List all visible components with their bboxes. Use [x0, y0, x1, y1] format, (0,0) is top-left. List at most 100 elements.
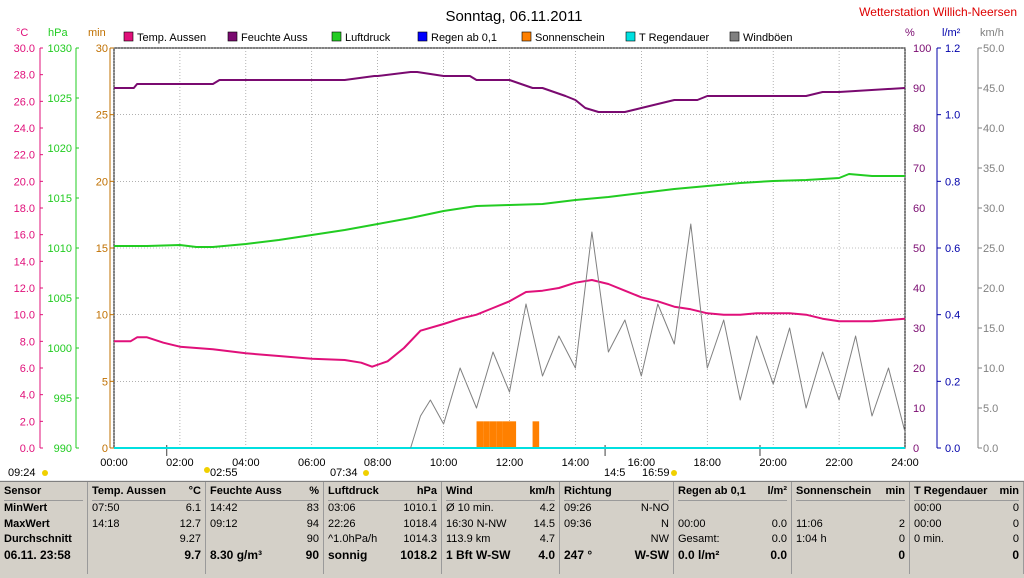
table-cell: NW: [650, 533, 669, 545]
table-cell: sonnig: [328, 547, 368, 562]
table-row: 1 Bft W-SW 4.0: [446, 548, 555, 564]
table-cell: 113.9 km: [446, 533, 491, 545]
table-cell: 1:04 h: [796, 533, 827, 545]
table-header-cell: Temp. Aussen: [92, 485, 166, 497]
table-header-cell: Regen ab 0,1: [678, 485, 746, 497]
table-cell: 247 °: [564, 547, 593, 562]
table-column: T Regendauer min 00:00 0 00:00 0 0 min. 0 0: [910, 482, 1024, 574]
table-column: Temp. Aussen °C 07:50 6.1 14:18 12.7 9.27 9.7: [88, 482, 206, 574]
legend-swatch: [521, 31, 532, 42]
axis-tick-humidity: 0: [913, 443, 919, 455]
axis-tick-temp: 28.0: [14, 70, 35, 82]
sun-unit-label: min: [88, 27, 106, 39]
table-row: 0: [914, 548, 1019, 564]
table-row: 8.30 g/m³ 90: [210, 548, 319, 564]
axis-tick-sun: 15: [96, 243, 108, 255]
legend-label: Luftdruck: [345, 32, 391, 44]
table-cell: Durchschnitt: [4, 533, 72, 545]
table-column: Richtung 09:26 N-NO 09:36 N NW 247 ° W-SW: [560, 482, 674, 574]
table-cell: MaxWert: [4, 517, 50, 530]
moon-icon: [204, 467, 210, 473]
sunshine-bar: [483, 421, 490, 448]
table-header: Richtung: [564, 482, 669, 501]
table-header: Regen ab 0,1 l/m²: [678, 482, 787, 501]
table-cell: 2: [898, 517, 905, 530]
axis-tick-rain: 0.4: [945, 310, 960, 322]
series-line-feuchte-auss: [114, 71, 906, 113]
weather-chart: 30.0 28.0 26.0 24.0 22.0 20.0 18.0 16.0 14.0 12.0…: [0, 0, 1024, 480]
table-cell: 90: [306, 533, 319, 545]
table-row: 9.27: [92, 532, 201, 548]
axis-tick-humidity: 50: [913, 243, 925, 255]
table-header-cell: min: [885, 485, 905, 497]
x-tick-label: 18:00: [693, 457, 721, 469]
axis-tick-sun: 5: [102, 376, 108, 388]
table-header: T Regendauer min: [914, 482, 1019, 501]
table-cell: 09:36: [564, 517, 592, 530]
table-cell: 4.7: [539, 533, 555, 545]
table-row: MaxWert: [4, 517, 83, 533]
axis-tick-wind: 35.0: [983, 163, 1004, 175]
table-header: Wind km/h: [446, 482, 555, 501]
table-header-cell: Luftdruck: [328, 485, 379, 497]
table-header-cell: l/m²: [767, 485, 787, 497]
table-cell: 12.7: [179, 517, 201, 530]
sunset-icon: [671, 470, 677, 476]
chart-svg: 30.0 28.0 26.0 24.0 22.0 20.0 18.0 16.0 14.0 12.0…: [8, 5, 1017, 479]
x-tick-label: 12:00: [496, 457, 524, 469]
table-cell: 0: [1012, 517, 1019, 530]
table-cell: 0: [1012, 502, 1019, 514]
legend-label: Temp. Aussen: [137, 32, 206, 44]
table-row: 11:06 2: [796, 517, 905, 533]
table-header-cell: °C: [188, 485, 201, 497]
table-header: Sonnenschein min: [796, 482, 905, 501]
table-cell: 9.27: [179, 533, 201, 545]
x-tick-label: 20:00: [759, 457, 787, 469]
sunset-time: 16:59: [642, 467, 670, 479]
axis-tick-temp: 4.0: [20, 390, 35, 402]
table-cell: N-NO: [640, 502, 669, 514]
legend-swatch: [417, 31, 428, 42]
table-row: 247 ° W-SW: [564, 548, 669, 564]
axis-tick-wind: 45.0: [983, 83, 1004, 95]
axis-tick-rain: 0.2: [945, 376, 960, 388]
axis-tick-humidity: 40: [913, 283, 925, 295]
table-row: 00:00 0: [914, 517, 1019, 533]
axis-tick-temp: 16.0: [14, 230, 35, 242]
axis-tick-wind: 20.0: [983, 283, 1004, 295]
axis-tick-temp: 10.0: [14, 310, 35, 322]
x-tick-label: 14:00: [562, 457, 590, 469]
table-header: Feuchte Auss%: [210, 482, 319, 501]
table-row: NW: [564, 532, 669, 548]
legend-label: Regen ab 0,1: [431, 32, 497, 44]
table-cell: 0.0: [770, 547, 787, 562]
table-cell: 06.11. 23:58: [4, 547, 71, 562]
axis-tick-pressure: 1005: [48, 293, 72, 305]
sunshine-bar: [489, 421, 497, 448]
table-cell: 4.2: [539, 502, 555, 514]
table-cell: N: [661, 517, 669, 530]
x-tick-label: 24:00: [891, 457, 919, 469]
table-cell: 0: [1012, 533, 1019, 545]
table-cell: 0 min.: [914, 533, 944, 545]
table-row: 1:04 h 0: [796, 532, 905, 548]
table-row: sonnig 1018.2: [328, 548, 437, 564]
wind-unit-label: km/h: [980, 27, 1004, 39]
axis-tick-pressure: 1020: [48, 143, 72, 155]
x-tick-label: 02:00: [166, 457, 194, 469]
legend-swatch: [729, 31, 740, 42]
axis-tick-temp: 30.0: [14, 43, 35, 55]
sunshine-bar: [502, 421, 510, 448]
table-cell: ^1.0hPa/h: [328, 533, 378, 545]
table-cell: 90: [305, 547, 319, 562]
table-cell: 09:26: [564, 502, 592, 514]
table-cell: 1018.4: [403, 517, 437, 530]
table-row: [796, 501, 905, 517]
table-header-cell: Sensor: [4, 485, 42, 497]
sunshine-bar: [532, 421, 540, 448]
table-header-cell: Feuchte Auss: [210, 485, 282, 497]
axis-tick-temp: 14.0: [14, 256, 35, 268]
axis-tick-humidity: 90: [913, 83, 925, 95]
axis-tick-wind: 15.0: [983, 323, 1004, 335]
table-cell: 09:12: [210, 517, 238, 530]
